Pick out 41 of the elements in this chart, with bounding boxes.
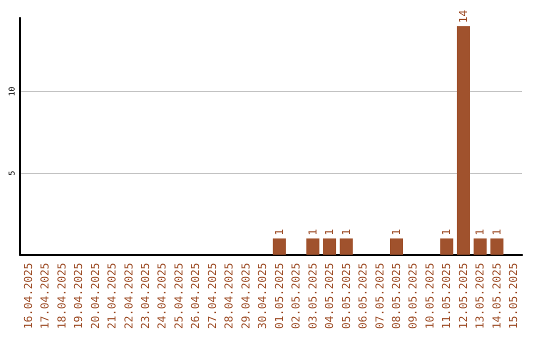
x-tick-label: 23.04.2025 (139, 262, 152, 330)
x-tick-label: 03.05.2025 (306, 262, 320, 330)
x-tick-label: 02.05.2025 (290, 262, 303, 330)
x-tick-label: 29.04.2025 (239, 262, 252, 330)
x-tick-label: 18.04.2025 (55, 262, 68, 330)
data-label: 14 (456, 10, 470, 24)
data-label: 1 (390, 228, 403, 236)
x-tick-label: 04.05.2025 (323, 262, 336, 330)
y-tick-label: 5 (8, 170, 16, 176)
x-tick-label: 09.05.2025 (406, 262, 420, 330)
data-label: 1 (323, 228, 336, 236)
x-tick-label: 05.05.2025 (340, 262, 353, 330)
x-tick-label: 24.04.2025 (156, 262, 169, 330)
x-tick-label: 11.05.2025 (440, 262, 454, 330)
x-tick-label: 26.04.2025 (189, 262, 202, 330)
x-tick-label: 22.04.2025 (122, 262, 136, 330)
data-label: 1 (306, 228, 320, 236)
x-tick-label: 28.04.2025 (222, 262, 236, 330)
x-tick-label: 06.05.2025 (356, 262, 370, 330)
x-tick-label: 10.05.2025 (423, 262, 436, 330)
x-tick-label: 30.04.2025 (256, 262, 270, 330)
data-label: 1 (474, 228, 487, 236)
x-tick-label: 13.05.2025 (474, 262, 487, 330)
x-tick-label: 20.04.2025 (88, 262, 102, 330)
x-tick-label: 17.04.2025 (38, 262, 52, 330)
x-tick-label: 01.05.2025 (272, 262, 286, 330)
data-label: 1 (272, 228, 286, 236)
x-tick-label: 14.05.2025 (490, 262, 504, 330)
data-label: 1 (340, 228, 353, 236)
x-tick-label: 27.04.2025 (206, 262, 219, 330)
x-tick-label: 16.04.2025 (22, 262, 35, 330)
data-label: 1 (490, 228, 504, 236)
x-tick-label: 07.05.2025 (373, 262, 386, 330)
x-tick-label: 25.04.2025 (172, 262, 186, 330)
x-tick-label: 15.05.2025 (507, 262, 520, 330)
x-tick-label: 08.05.2025 (390, 262, 403, 330)
x-tick-label: 12.05.2025 (456, 262, 470, 330)
y-tick-label: 10 (8, 86, 16, 96)
data-label: 1 (440, 228, 454, 236)
x-tick-label: 19.04.2025 (72, 262, 86, 330)
x-tick-label: 21.04.2025 (106, 262, 119, 330)
